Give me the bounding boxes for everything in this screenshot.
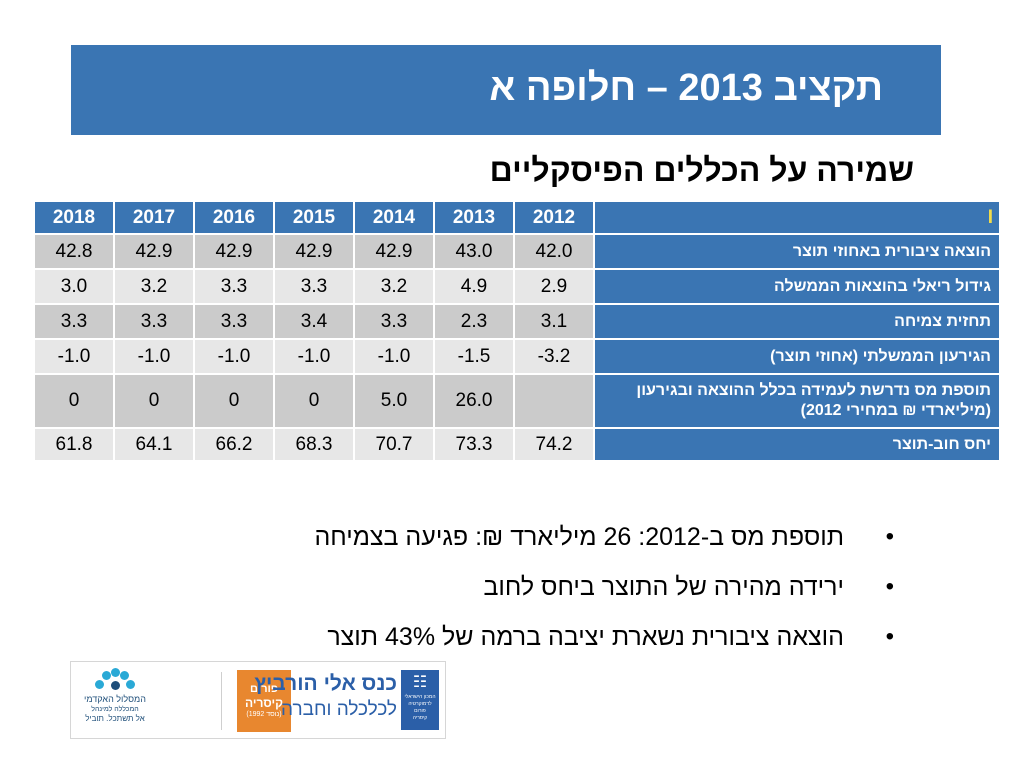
table-cell: -1.0: [193, 338, 275, 375]
forum-logo-line3: (נוסד 1992): [246, 711, 282, 718]
table-cell: 2.3: [433, 303, 515, 340]
table-cell: 42.9: [113, 233, 195, 270]
table-cell: 74.2: [513, 427, 595, 462]
row-label: הגירעון הממשלתי (אחוזי תוצר): [593, 338, 1001, 375]
year-header-2013: 2013: [433, 200, 515, 235]
year-header-2012: 2012: [513, 200, 595, 235]
row-label: תוספת מס נדרשת לעמידה בכלל ההוצאה ובגירע…: [593, 373, 1001, 429]
year-header-2016: 2016: [193, 200, 275, 235]
bullet-item: • הוצאה ציבורית נשארת יציבה ברמה של 43% …: [134, 612, 894, 662]
slide-title: תקציב 2013 – חלופה א: [489, 67, 883, 109]
row-label: יחס חוב-תוצר: [593, 427, 1001, 462]
academic-logo-line1: המסלול האקדמי: [84, 694, 146, 704]
israel-democracy-institute-logo: ☷ המכון הישראלי לדמוקרטיה פורום קיסריה: [401, 670, 439, 730]
table-cell: 4.9: [433, 268, 515, 305]
conference-logo-line2: לכלכלה וחברה: [281, 699, 397, 720]
table-cell: 42.9: [273, 233, 355, 270]
idi-logo-line2: לדמוקרטיה: [408, 701, 432, 707]
table-cell: 3.1: [513, 303, 595, 340]
table-cell: 3.2: [353, 268, 435, 305]
table-cell: 61.8: [33, 427, 115, 462]
table-cell: -1.0: [33, 338, 115, 375]
idi-logo-line1: המכון הישראלי: [404, 694, 436, 700]
table-row: 3.3 3.3 3.3 3.4 3.3 2.3 3.1 תחזית צמיחה: [33, 303, 1001, 340]
bullet-item: • תוספת מס ב-2012: 26 מיליארד ₪: פגיעה ב…: [134, 512, 894, 562]
table-cell: 3.2: [113, 268, 195, 305]
bullet-item: • ירידה מהירה של התוצר ביחס לחוב: [134, 562, 894, 612]
title-bar: תקציב 2013 – חלופה א: [71, 45, 941, 135]
table-cell: 3.3: [113, 303, 195, 340]
sponsor-logo-strip: המסלול האקדמי המכללה למינהל אל תשתכל. תו…: [70, 661, 446, 739]
logo-divider: [221, 672, 222, 730]
table-cell: 26.0: [433, 373, 515, 429]
table-row: 61.8 64.1 66.2 68.3 70.7 73.3 74.2 יחס ח…: [33, 427, 1001, 462]
fiscal-rules-table: 2018 2017 2016 2015 2014 2013 2012 I 42.…: [33, 200, 1001, 462]
slide-subtitle: שמירה על הכללים הפיסקליים: [489, 152, 914, 188]
table-cell: 0: [273, 373, 355, 429]
building-icon: ☷: [412, 674, 428, 691]
table-row: 42.8 42.9 42.9 42.9 42.9 43.0 42.0 הוצאה…: [33, 233, 1001, 270]
year-header-2017: 2017: [113, 200, 195, 235]
year-header-2015: 2015: [273, 200, 355, 235]
year-header-2014: 2014: [353, 200, 435, 235]
table-cell: 42.8: [33, 233, 115, 270]
table-cell: 5.0: [353, 373, 435, 429]
bullet-marker: •: [885, 573, 894, 600]
table-cell: 3.3: [273, 268, 355, 305]
caesarea-forum-logo: פורום קיסריה (נוסד 1992): [237, 670, 291, 732]
bullet-marker: •: [885, 523, 894, 550]
bullet-text: תוספת מס ב-2012: 26 מיליארד ₪: פגיעה בצמ…: [314, 523, 844, 551]
table-cell: 66.2: [193, 427, 275, 462]
row-label: תחזית צמיחה: [593, 303, 1001, 340]
table-cell: 3.0: [33, 268, 115, 305]
table-cell: -1.0: [273, 338, 355, 375]
dots-emblem-icon: [95, 668, 135, 694]
table-cell: 73.3: [433, 427, 515, 462]
table-cell: -1.0: [353, 338, 435, 375]
idi-logo-line4: קיסריה: [412, 715, 428, 721]
table-cell: 64.1: [113, 427, 195, 462]
year-header-2018: 2018: [33, 200, 115, 235]
bullet-text: הוצאה ציבורית נשארת יציבה ברמה של 43% תו…: [327, 623, 844, 651]
academic-college-logo: המסלול האקדמי המכללה למינהל אל תשתכל. תו…: [79, 668, 151, 734]
table-cell: 3.3: [353, 303, 435, 340]
row-label: הוצאה ציבורית באחוזי תוצר: [593, 233, 1001, 270]
table-cell: 42.9: [193, 233, 275, 270]
table-cell: 70.7: [353, 427, 435, 462]
table-cell: [513, 373, 595, 429]
table-cell: 0: [113, 373, 195, 429]
table-cell: 3.3: [193, 303, 275, 340]
table-cell: 3.3: [193, 268, 275, 305]
academic-logo-line2: המכללה למינהל: [91, 706, 139, 713]
forum-logo-line1: פורום: [249, 683, 279, 695]
table-cell: 3.4: [273, 303, 355, 340]
bullet-marker: •: [885, 623, 894, 650]
table-cell: 0: [33, 373, 115, 429]
table-header-row: 2018 2017 2016 2015 2014 2013 2012 I: [33, 200, 1001, 235]
academic-logo-line3: אל תשתכל. תוביל: [85, 714, 145, 723]
row-label: גידול ריאלי בהוצאות הממשלה: [593, 268, 1001, 305]
table-corner-label: I: [593, 200, 1001, 235]
table-cell: 68.3: [273, 427, 355, 462]
eli-hurvitz-conference-logo: כנס אלי הורביץ לכלכלה וחברה: [254, 670, 397, 722]
table-row: 0 0 0 0 5.0 26.0 תוספת מס נדרשת לעמידה ב…: [33, 373, 1001, 429]
table-row: 3.0 3.2 3.3 3.3 3.2 4.9 2.9 גידול ריאלי …: [33, 268, 1001, 305]
forum-logo-line2: קיסריה: [244, 696, 283, 710]
table-cell: 43.0: [433, 233, 515, 270]
table-cell: 0: [193, 373, 275, 429]
bullet-list: • תוספת מס ב-2012: 26 מיליארד ₪: פגיעה ב…: [134, 512, 894, 662]
table-cell: 42.9: [353, 233, 435, 270]
table-cell: -1.5: [433, 338, 515, 375]
table-cell: 3.3: [33, 303, 115, 340]
conference-logo-line1: כנס אלי הורביץ: [254, 672, 397, 695]
bullet-text: ירידה מהירה של התוצר ביחס לחוב: [483, 573, 844, 601]
table-cell: 42.0: [513, 233, 595, 270]
idi-logo-line3: פורום: [414, 708, 426, 714]
table-cell: -3.2: [513, 338, 595, 375]
table-row: -1.0 -1.0 -1.0 -1.0 -1.0 -1.5 -3.2 הגירע…: [33, 338, 1001, 375]
table-cell: -1.0: [113, 338, 195, 375]
table-cell: 2.9: [513, 268, 595, 305]
